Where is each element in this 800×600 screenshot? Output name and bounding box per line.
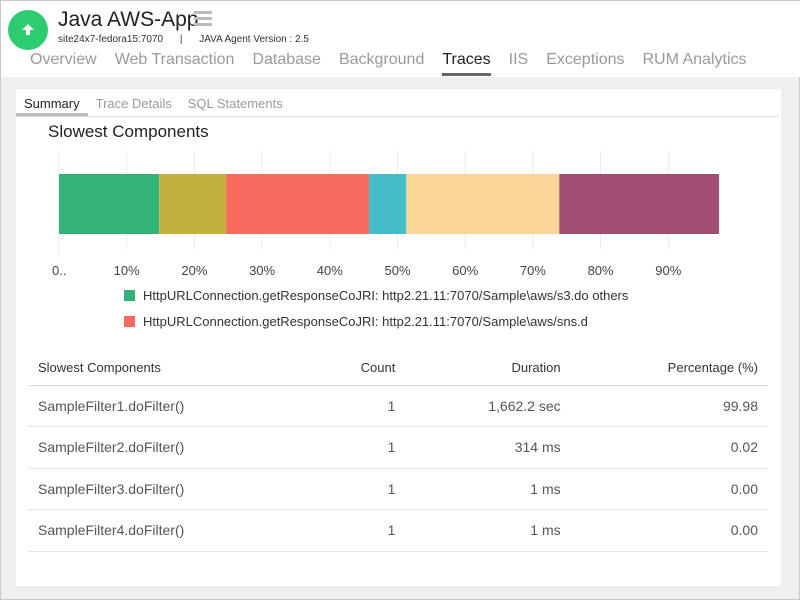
tab-rum-analytics[interactable]: RUM Analytics: [642, 51, 747, 68]
bar-segment[interactable]: [406, 174, 560, 234]
table-row[interactable]: SampleFilter3.doFilter() 1 1 ms 0.00: [28, 468, 768, 510]
count: 1: [307, 426, 406, 469]
x-tick-label: 60%: [452, 263, 478, 278]
app-header: Java AWS-App site24x7-fedora15:7070 | JA…: [1, 1, 800, 77]
tab-web-transaction[interactable]: Web Transaction: [114, 51, 235, 68]
x-tick-label: 0..: [52, 263, 66, 278]
tab-exceptions[interactable]: Exceptions: [546, 51, 625, 68]
tab-iis[interactable]: IIS: [508, 51, 529, 68]
component-name: SampleFilter4.doFilter(): [28, 509, 308, 552]
main-tabs: Overview Web Transaction Database Backgroun…: [30, 51, 747, 76]
x-tick-label: 20%: [181, 263, 207, 278]
subtab-trace-details[interactable]: Trace Details: [95, 96, 172, 111]
tab-database[interactable]: Database: [252, 51, 321, 68]
duration: 314 ms: [405, 426, 571, 469]
traces-panel: Summary Trace Details SQL Statements 0.. 10…: [16, 89, 781, 586]
slowest-components-chart: 0.. 10% 20% 30% 40% 50% 60% 70% 80% 90%: [52, 151, 720, 278]
percentage: 0.00: [570, 509, 768, 552]
hamburger-menu-icon[interactable]: [194, 11, 212, 29]
app-status-up-icon: [8, 10, 48, 50]
duration: 1,662.2 sec: [405, 385, 571, 427]
duration: 1 ms: [405, 468, 571, 510]
duration: 1 ms: [405, 509, 571, 552]
tab-traces[interactable]: Traces: [442, 51, 491, 76]
legend-item[interactable]: HttpURLConnection.getResponseCoJRI: http…: [124, 288, 628, 303]
host-label: site24x7-fedora15:7070: [58, 34, 164, 45]
x-tick-label: 80%: [588, 263, 614, 278]
app-subtitle: site24x7-fedora15:7070 | JAVA Agent Vers…: [58, 34, 323, 45]
x-tick-label: 10%: [114, 263, 140, 278]
percentage: 0.02: [570, 426, 768, 469]
slowest-components-table: Slowest Components Count Duration Percen…: [28, 351, 768, 552]
table-row[interactable]: SampleFilter2.doFilter() 1 314 ms 0.02: [28, 426, 768, 469]
bar-segment[interactable]: [369, 174, 407, 234]
x-tick-label: 30%: [249, 263, 275, 278]
component-name: SampleFilter2.doFilter(): [28, 426, 308, 469]
legend-swatch: [124, 290, 135, 301]
count: 1: [307, 509, 406, 552]
column-header[interactable]: Slowest Components: [28, 351, 308, 386]
tab-background[interactable]: Background: [338, 51, 425, 68]
chart-title: Slowest Components: [48, 122, 209, 141]
bar-segment[interactable]: [559, 174, 720, 234]
percentage: 0.00: [570, 468, 768, 510]
app-title: Java AWS-App: [58, 8, 199, 31]
x-tick-label: 90%: [655, 263, 681, 278]
component-name: SampleFilter1.doFilter(): [28, 385, 308, 427]
legend-label: HttpURLConnection.getResponseCoJRI: http…: [143, 314, 588, 329]
subtab-sql-statements[interactable]: SQL Statements: [187, 96, 283, 111]
table-header-row: Slowest Components Count Duration Percen…: [28, 351, 768, 386]
column-header[interactable]: Duration: [405, 351, 571, 386]
legend-label: HttpURLConnection.getResponseCoJRI: http…: [143, 288, 629, 303]
percentage: 99.98: [570, 385, 768, 427]
agent-version: JAVA Agent Version : 2.5: [199, 34, 309, 45]
column-header[interactable]: Count: [307, 351, 406, 386]
bar-segment[interactable]: [159, 174, 227, 234]
bar-segment[interactable]: [59, 174, 160, 234]
component-name: SampleFilter3.doFilter(): [28, 468, 308, 510]
count: 1: [307, 468, 406, 510]
table-row[interactable]: SampleFilter4.doFilter() 1 1 ms 0.00: [28, 509, 768, 552]
legend-item[interactable]: HttpURLConnection.getResponseCoJRI: http…: [124, 314, 588, 329]
separator: |: [179, 34, 183, 45]
column-header[interactable]: Percentage (%): [570, 351, 768, 386]
x-tick-label: 50%: [384, 263, 410, 278]
legend-swatch: [124, 316, 135, 327]
x-tick-label: 40%: [317, 263, 343, 278]
bar-segment[interactable]: [226, 174, 370, 234]
count: 1: [307, 385, 406, 427]
table-row[interactable]: SampleFilter1.doFilter() 1 1,662.2 sec 99.9…: [28, 385, 768, 427]
tab-overview[interactable]: Overview: [30, 51, 97, 68]
subtab-summary[interactable]: Summary: [16, 93, 88, 116]
sub-tabs: Summary Trace Details SQL Statements: [16, 93, 779, 117]
x-tick-label: 70%: [520, 263, 546, 278]
